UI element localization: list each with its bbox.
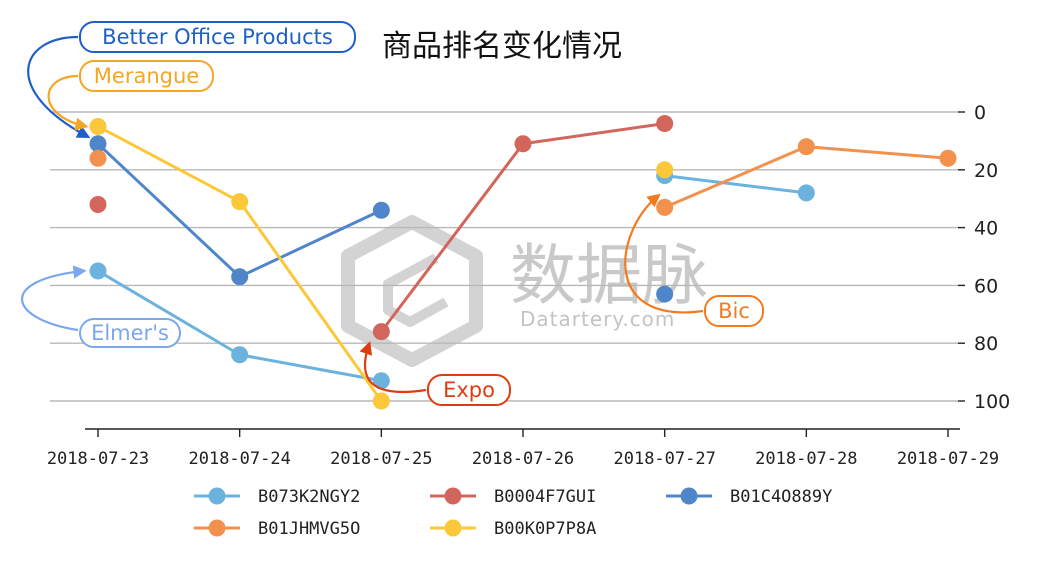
- legend: B073K2NGY2 B0004F7GUI B01C4O889Y B01JHMVG5O…: [194, 487, 832, 539]
- data-point: [89, 195, 107, 213]
- x-tick-label: 2018-07-24: [188, 449, 290, 469]
- data-point: [797, 184, 815, 202]
- legend-item-B00K0P7P8A: B00K0P7P8A: [430, 519, 596, 539]
- watermark-logo-icon: [341, 215, 483, 367]
- legend-marker: [208, 519, 226, 537]
- data-point: [89, 149, 107, 167]
- legend-item-B01C4O889Y: B01C4O889Y: [666, 487, 832, 507]
- annotation-arrow: [27, 35, 91, 139]
- annotation-arrow: [624, 193, 704, 314]
- series-B01C4O889Y: [89, 135, 674, 303]
- legend-label: B0004F7GUI: [494, 487, 596, 507]
- y-tick-label: 40: [974, 218, 998, 240]
- annotation-better-office-products: Better Office Products: [27, 21, 356, 139]
- data-point: [372, 392, 390, 410]
- annotations-layer: Better Office Products Merangue Elmer's Exp…: [21, 21, 764, 406]
- annotation-bic: Bic: [624, 193, 764, 327]
- x-tick-label: 2018-07-26: [472, 449, 574, 469]
- y-tick-label: 20: [974, 160, 998, 182]
- annotation-label: Merangue: [94, 64, 199, 88]
- annotation-expo: Expo: [359, 341, 511, 406]
- x-tick-label: 2018-07-25: [330, 449, 432, 469]
- chart-title: 商品排名变化情况: [382, 29, 622, 64]
- series-B073K2NGY2: [89, 167, 815, 390]
- series-line: [96, 142, 382, 279]
- annotation-merangue: Merangue: [47, 60, 214, 131]
- y-tick-label: 80: [974, 333, 998, 355]
- x-tick-label: 2018-07-27: [613, 449, 715, 469]
- x-tick-label: 2018-07-29: [897, 449, 999, 469]
- data-point: [89, 117, 107, 135]
- data-point: [656, 198, 674, 216]
- legend-item-B01JHMVG5O: B01JHMVG5O: [194, 519, 360, 539]
- data-point: [372, 372, 390, 390]
- legend-label: B073K2NGY2: [258, 487, 360, 507]
- legend-label: B00K0P7P8A: [494, 519, 596, 539]
- annotation-arrow: [47, 74, 89, 131]
- y-tick-label: 100: [974, 391, 1010, 413]
- legend-marker: [680, 487, 698, 505]
- watermark-subtext: Datartery.com: [520, 307, 675, 331]
- legend-marker: [444, 487, 462, 505]
- legend-item-B0004F7GUI: B0004F7GUI: [430, 487, 596, 507]
- legend-marker: [208, 487, 226, 505]
- annotation-box: [427, 374, 511, 406]
- annotation-elmer-s: Elmer's: [21, 265, 181, 348]
- annotation-arrow: [359, 341, 427, 393]
- series-B00K0P7P8A: [89, 117, 674, 410]
- series-B0004F7GUI: [89, 115, 674, 341]
- annotation-box: [79, 318, 181, 348]
- y-tick-label: 0: [974, 102, 986, 124]
- annotation-label: Better Office Products: [102, 25, 333, 49]
- data-point: [939, 149, 957, 167]
- y-tick-label: 60: [974, 275, 998, 297]
- grid: [50, 111, 958, 402]
- data-point: [231, 268, 249, 286]
- data-point: [89, 262, 107, 280]
- legend-marker: [444, 519, 462, 537]
- data-point: [514, 135, 532, 153]
- series-layer: [89, 115, 957, 410]
- legend-item-B073K2NGY2: B073K2NGY2: [194, 487, 360, 507]
- data-point: [89, 135, 107, 153]
- data-point: [656, 115, 674, 133]
- data-point: [372, 201, 390, 219]
- x-tick-label: 2018-07-28: [755, 449, 857, 469]
- annotation-box: [79, 21, 356, 53]
- annotation-label: Bic: [718, 299, 750, 323]
- data-point: [231, 346, 249, 364]
- watermark-text: 数据脉: [510, 237, 708, 314]
- annotation-box: [704, 295, 764, 327]
- data-point: [372, 323, 390, 341]
- x-tick-label: 2018-07-23: [47, 449, 149, 469]
- watermark: 数据脉 Datartery.com: [341, 215, 708, 367]
- data-point: [656, 161, 674, 179]
- data-point: [231, 193, 249, 211]
- data-point: [656, 285, 674, 303]
- legend-label: B01C4O889Y: [730, 487, 832, 507]
- legend-label: B01JHMVG5O: [258, 519, 360, 539]
- annotation-label: Elmer's: [91, 321, 169, 345]
- annotation-label: Expo: [443, 378, 495, 402]
- data-point: [797, 138, 815, 156]
- annotation-arrow: [21, 265, 87, 332]
- series-line: [664, 174, 807, 195]
- annotation-box: [79, 60, 214, 92]
- axes: 0 20 40 60 80 100 2018-07-23 2018-07-24 2018-07-…: [47, 102, 1010, 469]
